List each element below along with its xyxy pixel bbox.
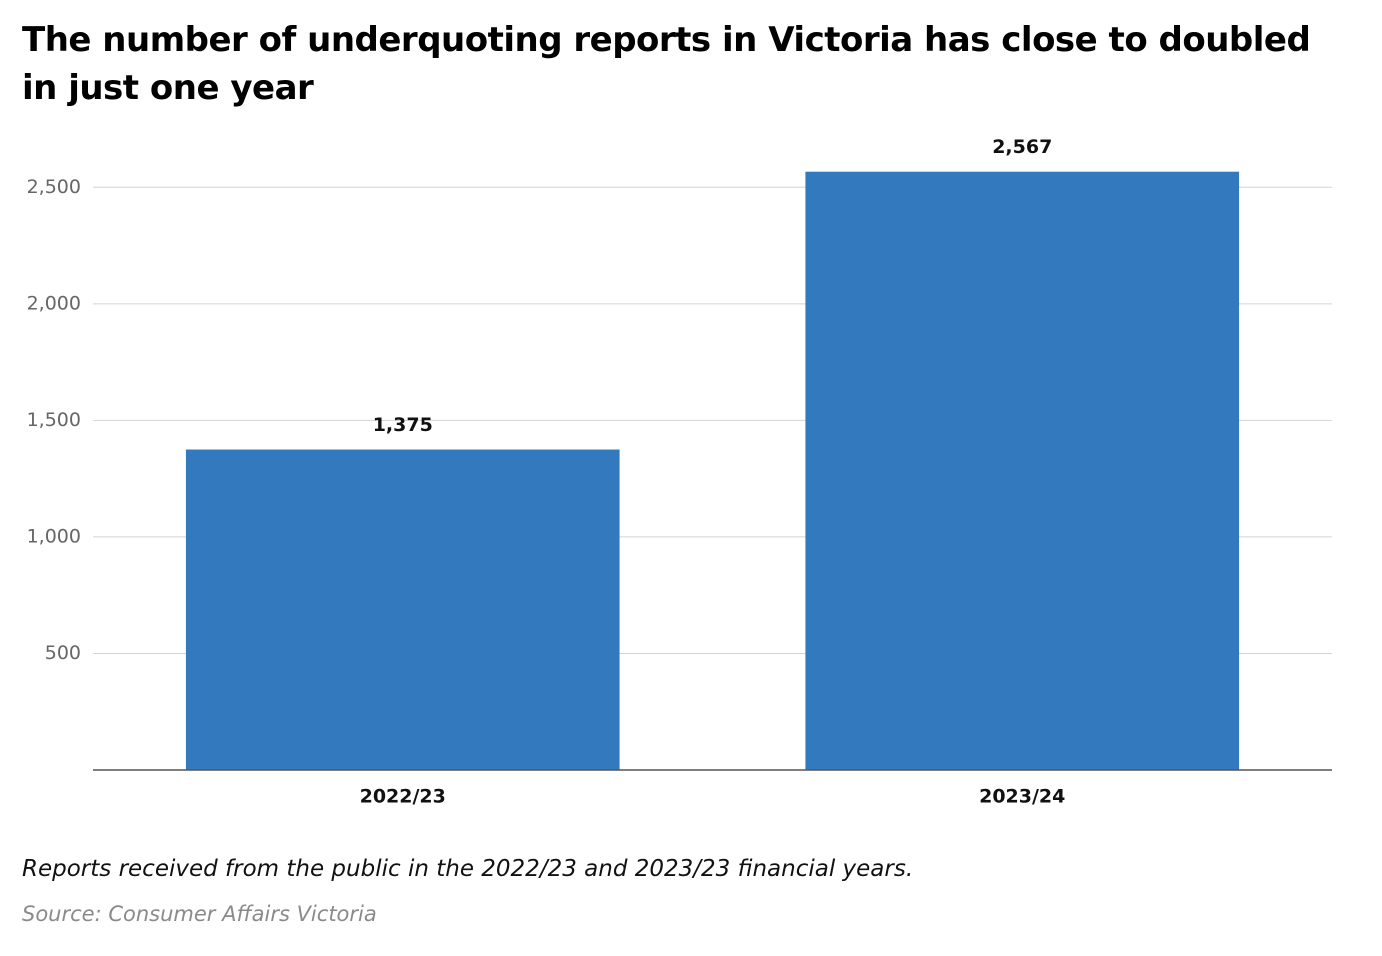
caption: Reports received from the public in the … (22, 856, 914, 882)
bar (805, 171, 1240, 771)
chart-title: The number of underquoting reports in Vi… (22, 20, 1311, 108)
source: Source: Consumer Affairs Victoria (22, 902, 377, 926)
x-tick-label: 2023/24 (979, 786, 1065, 808)
y-tick-label: 2,500 (27, 176, 81, 198)
y-tick-label: 2,000 (27, 292, 81, 314)
value-label: 2,567 (992, 136, 1052, 158)
bar (185, 449, 620, 770)
y-tick-label: 1,500 (27, 409, 81, 431)
x-tick-label: 2022/23 (360, 786, 446, 808)
y-tick-label: 500 (45, 642, 81, 664)
y-tick-label: 1,000 (27, 525, 81, 547)
value-label: 1,375 (373, 414, 433, 436)
